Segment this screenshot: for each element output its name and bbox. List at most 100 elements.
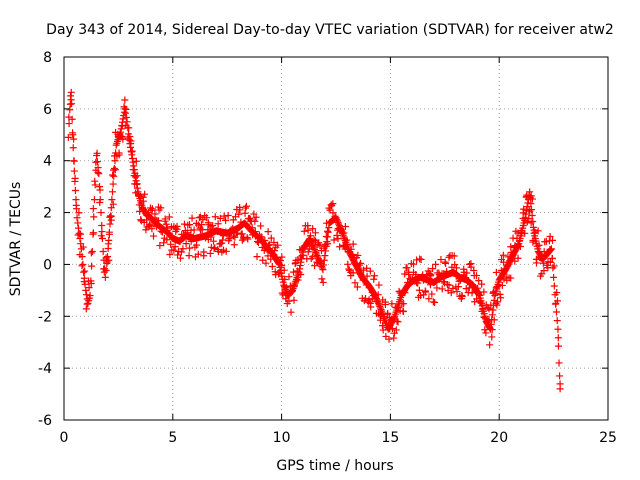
data-point — [490, 316, 498, 324]
data-point — [370, 272, 378, 280]
y-tick-label: 4 — [43, 154, 52, 170]
data-point — [334, 235, 342, 243]
data-point — [65, 120, 73, 128]
data-point — [93, 158, 101, 166]
data-point — [218, 239, 226, 247]
data-point — [194, 250, 202, 258]
data-point — [374, 299, 382, 307]
data-point — [71, 174, 79, 182]
data-point — [526, 188, 534, 196]
data-point — [514, 254, 522, 262]
data-point — [550, 282, 558, 290]
data-point — [167, 240, 175, 248]
data-point — [394, 318, 402, 326]
data-point — [141, 190, 149, 198]
data-point — [133, 172, 141, 180]
plot-frame — [63, 56, 609, 421]
data-point — [242, 204, 250, 212]
data-point — [166, 250, 174, 258]
data-point — [356, 261, 364, 269]
data-point — [549, 236, 557, 244]
data-point — [285, 273, 293, 281]
data-point — [473, 295, 481, 303]
y-tick-label: -6 — [38, 413, 52, 429]
data-point — [148, 205, 156, 213]
data-point — [453, 288, 461, 296]
data-point — [363, 272, 371, 280]
data-point — [216, 214, 224, 222]
data-point — [287, 308, 295, 316]
data-point — [219, 236, 227, 244]
data-point — [320, 261, 328, 269]
data-point — [257, 222, 265, 230]
data-point — [271, 247, 279, 255]
data-point — [516, 243, 524, 251]
data-point — [440, 279, 448, 287]
data-point — [131, 173, 139, 181]
data-point — [553, 317, 561, 325]
data-point — [480, 288, 488, 296]
data-point — [399, 307, 407, 315]
data-point — [130, 162, 138, 170]
data-point — [432, 260, 440, 268]
data-point — [518, 229, 526, 237]
data-point — [309, 225, 317, 233]
data-point — [87, 280, 95, 288]
data-point — [98, 235, 106, 242]
data-point — [437, 256, 445, 264]
data-point — [75, 224, 83, 232]
data-point — [109, 171, 117, 179]
data-point — [385, 335, 393, 343]
data-point — [183, 229, 191, 237]
data-point — [281, 275, 289, 283]
data-point — [110, 164, 118, 172]
data-point — [310, 245, 318, 253]
data-point — [528, 195, 536, 203]
data-point — [290, 282, 298, 290]
data-point — [276, 256, 284, 264]
data-point — [150, 232, 158, 240]
data-point — [473, 272, 481, 280]
data-point — [394, 304, 402, 312]
chart-title: Day 343 of 2014, Sidereal Day-to-day VTE… — [46, 22, 614, 38]
data-point — [445, 281, 453, 289]
data-point — [554, 342, 562, 350]
data-point — [163, 226, 171, 234]
data-point — [281, 284, 289, 292]
data-point — [527, 192, 535, 200]
data-point — [233, 229, 241, 237]
data-point — [324, 228, 332, 236]
data-point — [354, 251, 362, 259]
data-point — [94, 169, 102, 177]
data-point — [179, 245, 187, 253]
data-point — [85, 284, 93, 292]
data-point — [454, 283, 462, 291]
x-tick-label: 15 — [381, 430, 399, 446]
data-point — [290, 296, 298, 304]
data-point — [107, 216, 115, 224]
data-point — [458, 292, 466, 300]
data-point — [126, 133, 134, 141]
data-point — [462, 285, 470, 293]
data-point — [64, 133, 72, 141]
axis-ticks: 0 5 10 15 20 25 -6 -4 -2 0 2 4 6 8 — [38, 50, 617, 446]
data-point — [117, 128, 125, 136]
data-point — [344, 260, 352, 268]
data-point — [109, 180, 117, 188]
data-point — [130, 166, 138, 174]
data-point — [270, 239, 278, 247]
data-point — [156, 242, 164, 250]
data-point — [105, 230, 113, 238]
data-point — [102, 266, 110, 274]
data-point — [374, 298, 382, 306]
data-point — [280, 266, 288, 274]
data-point — [108, 188, 116, 196]
data-point — [556, 372, 564, 380]
data-point — [133, 184, 141, 192]
data-point — [351, 279, 359, 287]
x-axis-label: GPS time / hours — [276, 458, 393, 474]
data-point — [155, 217, 163, 225]
data-point — [384, 309, 392, 317]
data-point — [329, 209, 337, 217]
data-point — [151, 210, 159, 218]
